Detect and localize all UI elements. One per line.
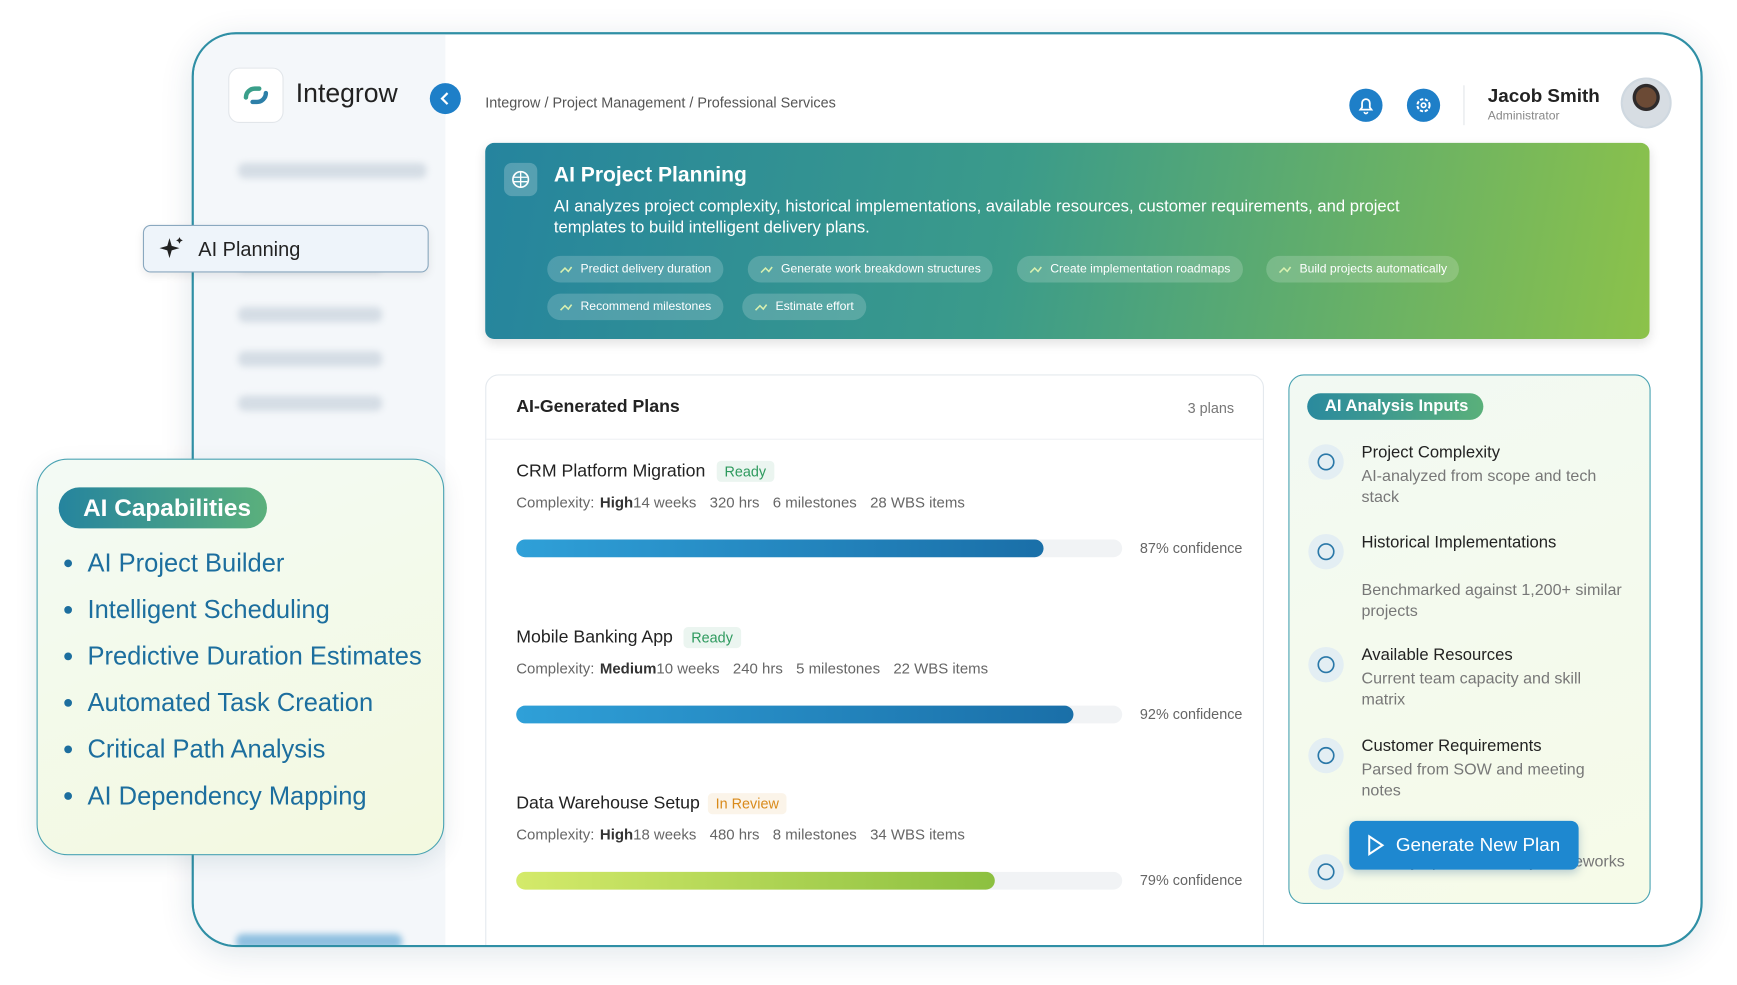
nav-label: AI Planning [198,238,301,261]
breadcrumb: Integrow / Project Management / Professi… [485,94,836,111]
capabilities-title: AI Capabilities [58,487,267,529]
notifications-button[interactable] [1349,88,1383,122]
meta-complexity: High [599,826,634,844]
confidence-label: 79% confidence [1139,871,1243,889]
meta-milestones: 8 milestones [772,826,857,844]
plan-name: CRM Platform Migration [516,461,706,481]
meta-wbs: 34 WBS items [870,826,965,844]
meta-wbs: 22 WBS items [893,660,989,677]
blurred-nav [238,395,383,411]
tag-label: Recommend milestones [580,300,712,314]
plan-status: Ready [683,627,741,649]
plan-status: Ready [716,460,774,482]
meta-milestones: 5 milestones [796,660,881,677]
blurred-nav [235,933,403,945]
settings-button[interactable] [1406,88,1441,122]
collapse-button[interactable] [429,83,461,115]
input-description: Parsed from SOW and meeting notes [1361,761,1585,800]
button-label: Generate New Plan [1395,834,1561,856]
capability-item: Intelligent Scheduling [88,595,422,625]
plans-title: AI-Generated Plans [516,397,680,417]
tag-label: Generate work breakdown structures [780,262,981,276]
plan-status: In Review [707,793,787,815]
inputs-title: AI Analysis Inputs [1307,393,1484,420]
banner-icon [504,162,538,197]
capability-tag: Create implementation roadmaps [1016,255,1243,283]
meta-complexity-label: Complexity: [516,826,595,844]
input-icon [1308,737,1344,774]
confidence-bar [516,705,1074,724]
plan-meta: Complexity: Medium10 weeks 240 hrs 5 milest… [516,660,1001,677]
meta-weeks: 18 weeks [633,826,697,844]
capability-item: Critical Path Analysis [88,734,422,764]
tag-label: Estimate effort [775,300,854,314]
user-role: Administrator [1487,109,1560,123]
input-icon [1308,533,1344,570]
input-icon [1308,444,1344,480]
meta-milestones: 6 milestones [772,494,857,511]
active-nav-item[interactable]: AI Planning [142,224,429,273]
inputs-card: AI Analysis Inputs Project Complexity AI-a… [1288,374,1651,904]
plans-count: 3 plans [1187,399,1235,417]
confidence-label: 87% confidence [1139,539,1243,557]
capability-item: Predictive Duration Estimates [88,641,422,671]
input-title: Available Resources [1361,645,1513,665]
capabilities-list: AI Project Builder Intelligent Scheduling… [38,548,422,827]
user-name: Jacob Smith [1487,85,1600,107]
meta-weeks: 14 weeks [633,494,697,511]
brand-name: Integrow [295,78,398,109]
confidence-bar [516,871,995,890]
blurred-nav [238,162,427,179]
blurred-nav [238,306,383,323]
meta-complexity-label: Complexity: [516,660,595,677]
capability-tag: Generate work breakdown structures [747,255,994,283]
meta-complexity-label: Complexity: [516,494,595,511]
tag-label: Build projects automatically [1299,262,1448,276]
meta-hours: 240 hrs [732,660,783,677]
input-description: Current team capacity and skill matrix [1361,670,1582,709]
input-icon [1308,646,1344,683]
capability-item: AI Dependency Mapping [88,781,422,811]
divider [1463,85,1465,126]
capability-tag: Predict delivery duration [547,255,724,283]
meta-complexity: High [599,494,634,511]
input-title: Project Complexity [1361,443,1501,462]
confidence-label: 92% confidence [1139,705,1243,723]
banner-title: AI Project Planning [553,163,747,188]
banner: AI Project Planning AI analyzes project c… [485,142,1650,339]
input-description: AI-analyzed from scope and tech stack [1361,467,1597,507]
tag-label: Predict delivery duration [580,262,712,276]
meta-wbs: 28 WBS items [870,494,965,511]
confidence-bar [516,539,1044,558]
capability-tag: Estimate effort [742,293,866,321]
meta-hours: 480 hrs [709,826,760,844]
tag-label: Create implementation roadmaps [1050,262,1231,276]
meta-weeks: 10 weeks [656,660,720,677]
blurred-nav [238,351,383,367]
meta-complexity: Medium [599,660,657,677]
divider [486,438,1263,440]
capability-item: AI Project Builder [88,548,422,578]
input-title: Customer Requirements [1361,736,1542,756]
plan-name: Mobile Banking App [516,628,673,647]
banner-description: AI analyzes project complexity, historic… [553,197,1400,238]
generate-plan-button[interactable]: Generate New Plan [1349,820,1579,870]
plan-meta: Complexity: High14 weeks 320 hrs 6 mileston… [516,494,978,511]
plans-card: AI-Generated Plans 3 plans CRM Platform Mi… [485,374,1264,945]
capability-item: Automated Task Creation [88,688,422,718]
capabilities-card: AI Capabilities AI Project Builder Intelli… [36,458,445,856]
input-description: Benchmarked against 1,200+ similar proje… [1361,581,1622,621]
input-icon [1308,854,1344,890]
input-title: Historical Implementations [1361,532,1557,552]
logo [228,67,284,123]
meta-hours: 320 hrs [709,494,760,511]
capability-tag: Build projects automatically [1266,255,1460,283]
plan-meta: Complexity: High18 weeks 480 hrs 8 mileston… [516,826,978,843]
capability-tag: Recommend milestones [547,293,724,321]
avatar[interactable] [1620,77,1672,129]
plan-name: Data Warehouse Setup [516,794,700,814]
